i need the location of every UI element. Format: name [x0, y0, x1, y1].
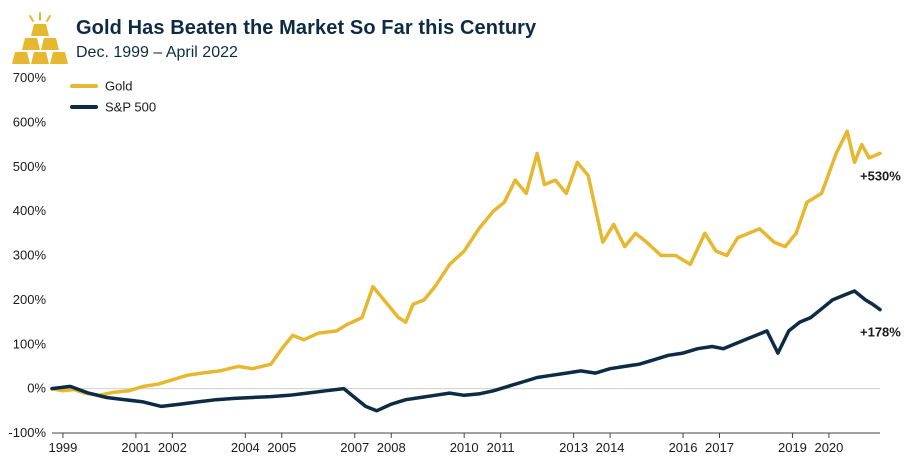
x-tick-label: 2011 — [487, 440, 515, 455]
y-tick-label: 100% — [13, 336, 47, 351]
end-value-label: +530% — [860, 168, 901, 183]
x-tick-label: 2020 — [814, 440, 843, 455]
y-tick-label: 500% — [13, 159, 47, 174]
series-line-gold — [50, 129, 882, 398]
y-tick-label: -100% — [8, 425, 46, 440]
y-tick-label: 300% — [13, 248, 47, 263]
x-tick-label: 2013 — [559, 440, 588, 455]
y-tick-label: 200% — [13, 292, 47, 307]
x-tick-label: 2007 — [340, 440, 369, 455]
y-axis: -100% 0% 100% 200% 300% 400% 500% 600% 700% — [8, 70, 880, 440]
x-tick-label: 2014 — [596, 440, 625, 455]
x-tick-label: 2016 — [669, 440, 698, 455]
x-tick-label: 2017 — [705, 440, 734, 455]
y-tick-label: 700% — [13, 70, 47, 85]
gold-bars-icon — [12, 12, 68, 64]
x-axis: 1999 2001 2002 2004 2005 2007 2008 2010 2011 2013… — [48, 432, 880, 455]
end-value-label: +178% — [860, 325, 901, 340]
legend: Gold S&P 500 — [70, 79, 156, 115]
x-tick-label: 1999 — [48, 440, 77, 455]
series-layer — [50, 129, 882, 413]
x-tick-label: 2008 — [377, 440, 406, 455]
x-tick-label: 2004 — [231, 440, 260, 455]
x-tick-label: 2002 — [158, 440, 187, 455]
x-tick-label: 2019 — [778, 440, 807, 455]
chart-header: Gold Has Beaten the Market So Far this C… — [0, 0, 908, 70]
legend-label: S&P 500 — [105, 100, 156, 115]
y-tick-label: 600% — [13, 114, 47, 129]
chart-title: Gold Has Beaten the Market So Far this C… — [76, 17, 537, 39]
y-tick-label: 400% — [13, 203, 47, 218]
legend-label: Gold — [105, 79, 132, 94]
series-line-sp500 — [50, 289, 882, 413]
y-tick-label: 0% — [27, 381, 46, 396]
chart-subtitle: Dec. 1999 – April 2022 — [76, 44, 238, 61]
end-labels: +530% +178% — [860, 168, 901, 339]
x-tick-label: 2010 — [450, 440, 479, 455]
x-tick-label: 2001 — [121, 440, 150, 455]
x-tick-label: 2005 — [267, 440, 296, 455]
